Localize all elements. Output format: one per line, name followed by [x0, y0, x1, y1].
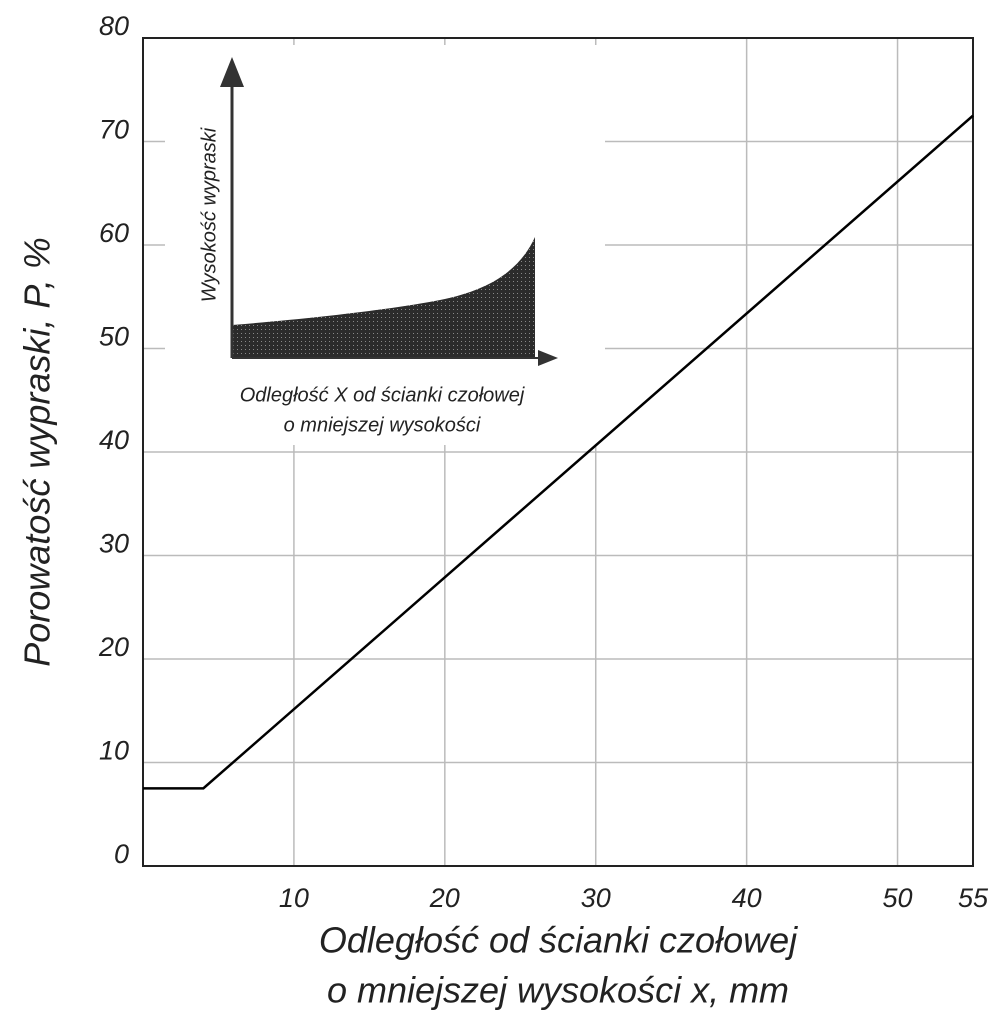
inset-y-label: Wysokość wypraski: [198, 127, 220, 302]
y-tick-label: 0: [114, 839, 129, 869]
y-tick-label: 20: [98, 632, 129, 662]
x-tick-label: 10: [279, 883, 309, 913]
y-tick-label: 60: [99, 218, 129, 248]
x-tick-label: 30: [581, 883, 611, 913]
y-tick-label: 70: [99, 115, 129, 145]
inset-x-label: o mniejszej wysokości: [284, 414, 481, 436]
x-tick-label: 50: [883, 883, 913, 913]
inset-x-label: Odległość X od ścianki czołowej: [240, 384, 525, 406]
x-tick-label: 55: [958, 883, 989, 913]
x-tick-label: 40: [732, 883, 762, 913]
y-tick-label: 10: [99, 736, 129, 766]
x-tick-label: 20: [429, 883, 460, 913]
y-axis-title: Porowatość wypraski, P, %: [17, 237, 58, 667]
x-axis-title: o mniejszej wysokości x, mm: [327, 970, 789, 1011]
y-tick-label: 30: [99, 529, 129, 559]
y-tick-label: 50: [99, 322, 129, 352]
y-tick-label: 40: [99, 425, 129, 455]
x-axis-title: Odległość od ścianki czołowej: [319, 920, 798, 961]
chart: Wysokość wypraski Odległość X od ścianki…: [0, 0, 996, 1014]
y-tick-label: 80: [99, 11, 129, 41]
